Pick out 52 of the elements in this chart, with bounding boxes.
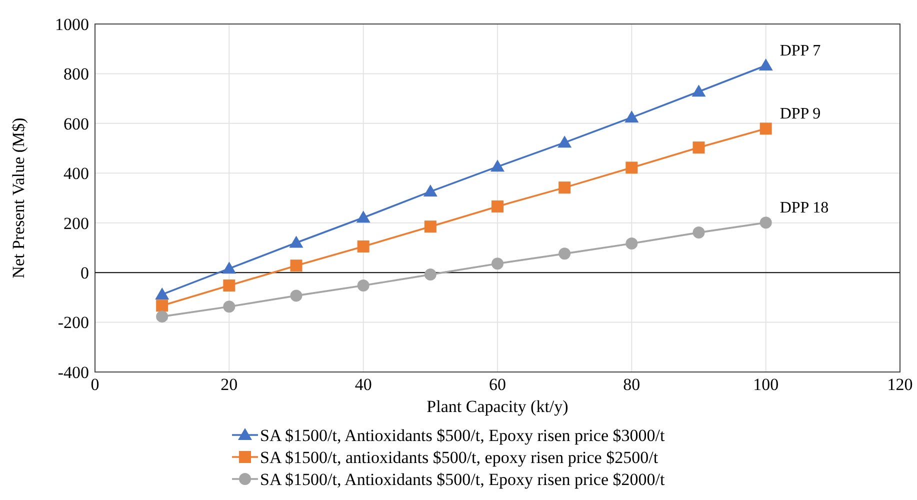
point [424,220,436,233]
y-tick-label: 200 [64,214,89,233]
point [492,258,504,270]
point [558,136,572,148]
legend-label: SA $1500/t, Antioxidants $500/t, Epoxy risen price $2000/t [260,470,665,489]
x-tick-label: 60 [489,375,506,394]
point [223,300,236,313]
annotation: DPP 9 [780,106,821,123]
y-tick-label: -400 [58,362,89,382]
point [357,279,370,292]
point [223,279,236,292]
point [492,200,504,212]
point [156,300,168,312]
legend-label: SA $1500/t, Antioxidants $500/t, Epoxy risen price $3000/t [260,426,665,445]
point [692,142,705,154]
legend-label: SA $1500/t, antioxidants $500/t, epoxy risen price $2500/t [260,448,658,467]
x-tick-label: 80 [623,375,640,394]
point [156,310,168,323]
y-tick-label: 0 [80,264,89,283]
x-axis-title: Plant Capacity (kt/y) [426,397,568,416]
point [760,122,772,135]
point [490,160,504,172]
point [424,268,436,281]
y-axis-title: Net Present Value (M$) [9,118,28,278]
point [222,262,236,274]
point [289,236,304,248]
y-tick-label: 600 [64,114,89,134]
point [290,290,302,302]
point [758,58,773,71]
annotation: DPP 18 [780,200,829,217]
x-tick-label: 20 [220,375,238,394]
point [155,287,170,300]
point [558,182,571,194]
point [624,110,639,122]
point [760,216,772,229]
y-tick-label: -200 [58,313,89,332]
point [692,84,706,97]
point [290,260,302,272]
point [692,226,705,239]
x-tick-label: 120 [887,375,913,394]
x-tick-label: 100 [753,375,779,394]
point [357,240,370,252]
x-tick-label: 40 [354,375,372,394]
point [423,184,438,197]
annotation: DPP 7 [780,42,821,60]
y-tick-label: 1000 [55,14,89,34]
point [356,210,370,223]
y-tick-label: 800 [64,64,89,84]
point [558,248,571,260]
point [626,237,638,250]
point [626,162,638,174]
y-tick-label: 400 [64,164,89,184]
